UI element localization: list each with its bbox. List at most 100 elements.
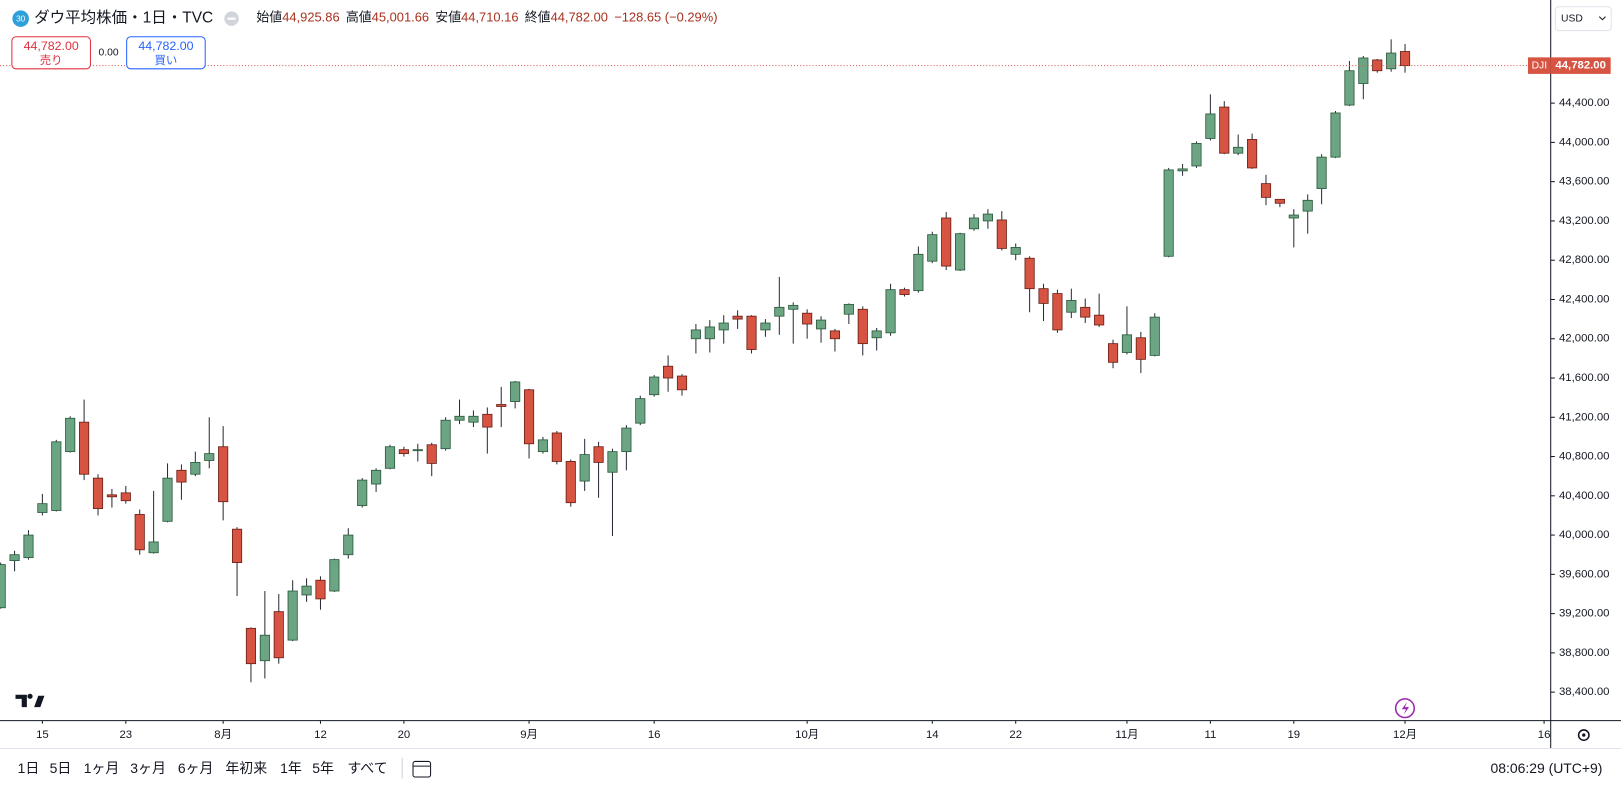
x-tick-label: 14 [926,729,939,741]
settings-button[interactable] [1577,729,1590,742]
candle-body [885,289,896,334]
change-value: −128.65 (−0.29%) [614,10,717,25]
y-tick-label: 43,200.00 [1559,215,1610,227]
logo[interactable] [15,693,45,708]
y-tick-label: 38,400.00 [1559,686,1610,698]
y-tick-label: 39,200.00 [1559,608,1610,620]
range-button[interactable]: 3ヶ月 [130,760,166,776]
low-label: 安値 [435,10,461,25]
candle-body [92,477,104,509]
candle-body [774,306,785,317]
range-button[interactable]: 1年 [280,760,302,776]
range-button[interactable]: 年初来 [225,760,267,776]
range-button[interactable]: 1ヶ月 [84,760,120,776]
candle-body [120,492,131,502]
candle-body [1330,112,1341,158]
candle-body [635,398,646,424]
candle-body [871,330,882,339]
candle-body [1358,57,1369,84]
candle-body [1080,306,1091,318]
close-value: 44,782.00 [551,10,608,25]
range-button[interactable]: 5日 [50,760,72,776]
candle-body [0,564,6,609]
candle-body [663,365,674,379]
candle-body [621,427,632,453]
candle-body [1219,106,1230,154]
spread: 0.00 [98,48,118,59]
x-tick-label: 20 [398,729,411,741]
high-value: 45,001.66 [372,10,429,25]
x-tick-label: 10月 [795,729,819,741]
x-tick-label: 9月 [520,729,538,741]
candle-body [23,534,34,559]
candle-body [1260,183,1272,198]
range-button[interactable]: 1日 [18,760,40,776]
candle-body [204,453,215,461]
candle-body [1288,214,1299,219]
buy-price: 44,782.00 [138,39,193,53]
candle-body [273,611,284,659]
x-tick-label: 19 [1287,729,1300,741]
y-tick-label: 39,600.00 [1559,568,1610,580]
range-button[interactable]: 6ヶ月 [178,760,214,776]
symbol-tag [1527,57,1551,74]
candle-body [649,376,660,396]
x-tick-label: 16 [648,729,661,741]
candle-body [815,319,827,330]
x-tick-label: 12 [314,729,327,741]
y-tick-label: 42,000.00 [1559,333,1610,345]
high-label: 高値 [346,10,372,25]
y-tick-label: 44,000.00 [1559,136,1610,148]
symbol-title[interactable]: ダウ平均株価・1日・TVC [34,9,213,27]
candle-body [537,439,549,453]
candle-body [301,585,312,596]
symbol-badge [12,10,29,27]
candle-body [1386,52,1397,70]
candle-body [1066,300,1077,313]
candle-body [329,559,340,592]
candle-body [1274,198,1285,204]
collapse-icon [227,17,236,20]
candle-body [732,315,743,320]
candle-body [440,419,451,450]
open-value: 44,925.86 [282,10,339,25]
x-tick-label: 12月 [1393,729,1417,741]
candle-body [426,444,437,464]
candle-body [579,454,590,482]
candle-body [287,590,298,641]
candle-body [1163,169,1174,257]
candle-body [607,451,618,473]
candle-body [1205,113,1216,139]
sell-button[interactable] [11,36,91,70]
candle-body [676,375,688,391]
candle-body [523,389,535,445]
range-button[interactable]: すべて [347,760,387,776]
candle-body [1121,334,1133,353]
candle-body [1247,139,1258,169]
candle-body [343,534,354,556]
events-icon [1401,702,1410,715]
currency-label: USD [1561,13,1583,24]
candle-body [982,213,993,222]
currency-button[interactable] [1554,6,1612,32]
candle-body [843,303,854,315]
candle-body [1302,199,1313,212]
y-tick-label: 38,800.00 [1559,647,1610,659]
candle-body [899,289,910,295]
candle-body [788,304,799,310]
y-tick-label: 41,200.00 [1559,411,1610,423]
candle-body [148,541,159,554]
candle-body [9,554,20,562]
candle-body [37,503,48,513]
x-tick-label: 11 [1204,729,1216,741]
plot-area [0,39,1551,683]
candle-body [371,469,382,485]
candle-body [802,312,813,325]
x-tick-label: 11月 [1115,729,1138,741]
range-button[interactable]: 5年 [312,760,334,776]
date-range-button[interactable] [412,760,432,778]
buy-button[interactable] [126,36,206,70]
candle-body [412,449,423,452]
candle-body [1038,288,1049,304]
